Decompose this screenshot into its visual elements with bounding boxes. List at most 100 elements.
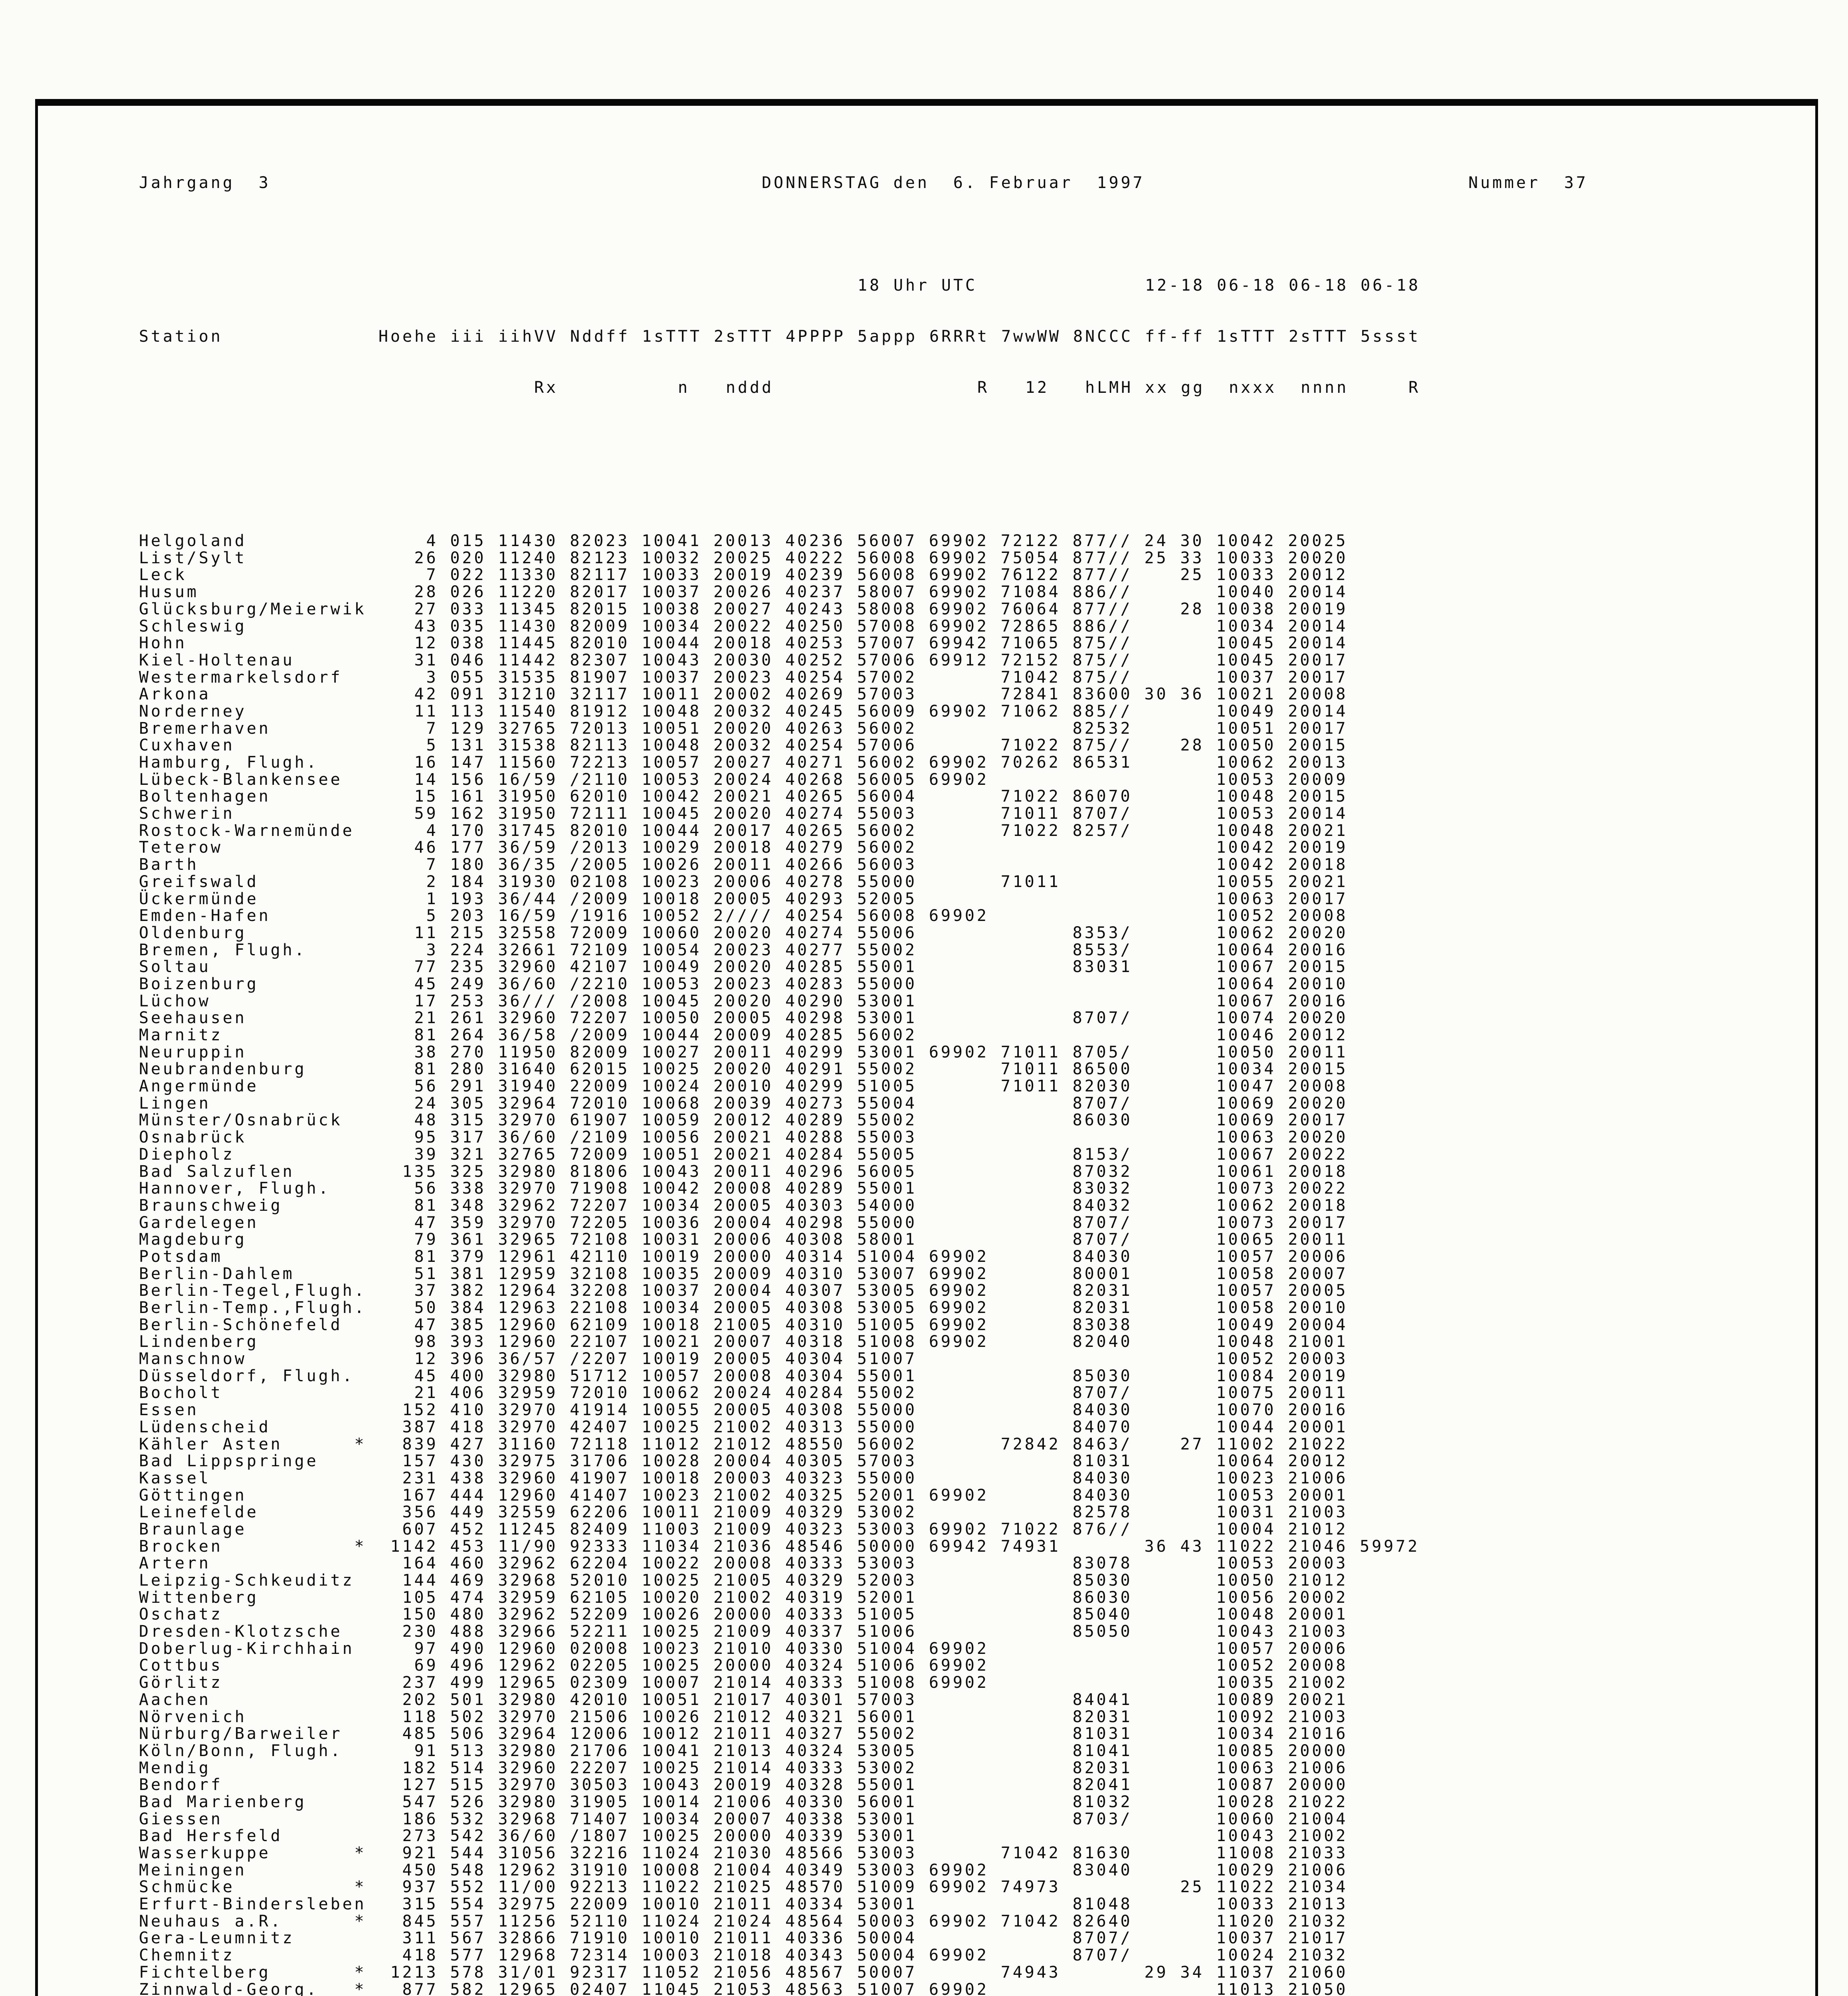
table-row: Neuhaus a.R. * 845 557 11256 52110 11024… [139, 1912, 1420, 1931]
table-row: Lüdenscheid 387 418 32970 42407 10025 21… [139, 1418, 1420, 1436]
period-line: 18 Uhr UTC 12-18 06-18 06-18 06-18 [139, 277, 1420, 294]
column-header: 2sTTT [714, 327, 774, 346]
column-subheader: hLMH [1085, 378, 1133, 397]
column-subheader: R [1408, 378, 1420, 397]
column-subheader: R [977, 378, 989, 397]
table-row: Bad Lippspringe 157 430 32975 31706 1002… [139, 1452, 1420, 1471]
table-row: Angermünde 56 291 31940 22009 10024 2001… [139, 1077, 1420, 1096]
table-row: Berlin-Tegel,Flugh. 37 382 12964 32208 1… [139, 1281, 1420, 1300]
column-header: 7wwWW [1001, 327, 1061, 346]
column-header: 5appp [858, 327, 917, 346]
column-header: 4PPPP [786, 327, 846, 346]
table-row: Boizenburg 45 249 36/60 /2210 10053 2002… [139, 974, 1420, 993]
table-row: Bad Salzuflen 135 325 32980 81806 10043 … [139, 1162, 1420, 1181]
column-header: Station [139, 327, 223, 346]
column-header: 1sTTT [1217, 327, 1277, 346]
table-row: Erfurt-Bindersleben 315 554 32975 22009 … [139, 1895, 1420, 1914]
table-row: Magdeburg 79 361 32965 72108 10031 20006… [139, 1230, 1420, 1249]
column-subheader: gg [1181, 378, 1205, 397]
table-row: Husum 28 026 11220 82017 10037 20026 402… [139, 583, 1420, 602]
table-row: Köln/Bonn, Flugh. 91 513 32980 21706 100… [139, 1741, 1420, 1760]
table-row: Ückermünde 1 193 36/44 /2009 10018 20005… [139, 889, 1420, 908]
table-row: Düsseldorf, Flugh. 45 400 32980 51712 10… [139, 1366, 1420, 1385]
column-header-line: Station Hoehe iii iihVV Nddff 1sTTT 2sTTT 4PPPP… [139, 328, 1420, 345]
table-row: Neubrandenburg 81 280 31640 62015 10025 … [139, 1060, 1420, 1079]
column-header: 8NCCC [1073, 327, 1133, 346]
table-row: Boltenhagen 15 161 31950 62010 10042 200… [139, 787, 1420, 806]
table-row: Kiel-Holtenau 31 046 11442 82307 10043 2… [139, 651, 1420, 669]
table-row: Hannover, Flugh. 56 338 32970 71908 1004… [139, 1179, 1420, 1198]
table-row: Seehausen 21 261 32960 72207 10050 20005… [139, 1009, 1420, 1028]
table-row: Schleswig 43 035 11430 82009 10034 20022… [139, 617, 1420, 636]
table-row: Westermarkelsdorf 3 055 31535 81907 1003… [139, 668, 1420, 687]
column-header: 2sTTT [1289, 327, 1349, 346]
table-row: Berlin-Temp.,Flugh. 50 384 12963 22108 1… [139, 1299, 1420, 1317]
issue-number: Nummer 37 [1468, 174, 1588, 192]
column-subheader: nddd [726, 378, 774, 397]
table-row: Lüchow 17 253 36/// /2008 10045 20020 40… [139, 992, 1420, 1010]
page-frame [35, 99, 1818, 1996]
table-row: Bremerhaven 7 129 32765 72013 10051 2002… [139, 719, 1420, 738]
column-header: 5ssst [1361, 327, 1420, 346]
title-line: Jahrgang 3 DONNERSTAG den 6. Februar 199… [139, 174, 1586, 192]
table-row: Diepholz 39 321 32765 72009 10051 20021 … [139, 1145, 1420, 1164]
table-row: Glücksburg/Meierwik 27 033 11345 82015 1… [139, 600, 1420, 618]
table-row: Lindenberg 98 393 12960 22107 10021 2000… [139, 1333, 1420, 1351]
table-row: Nürburg/Barweiler 485 506 32964 12006 10… [139, 1725, 1420, 1743]
table-row: Bad Hersfeld 273 542 36/60 /1807 10025 2… [139, 1827, 1420, 1846]
period-label: 06-18 [1217, 276, 1277, 295]
period-label: 12-18 [1145, 276, 1205, 295]
column-subheader: nnnn [1301, 378, 1349, 397]
table-row: Bocholt 21 406 32959 72010 10062 20024 4… [139, 1384, 1420, 1402]
table-row: Zinnwald-Georg. * 877 582 12965 02407 11… [139, 1980, 1420, 1996]
table-row: Giessen 186 532 32968 71407 10034 20007 … [139, 1810, 1420, 1828]
table-row: Bad Marienberg 547 526 32980 31905 10014… [139, 1792, 1420, 1811]
table-row: Soltau 77 235 32960 42107 10049 20020 40… [139, 958, 1420, 976]
table-row: Brocken * 1142 453 11/90 92333 11034 210… [139, 1537, 1420, 1556]
table-row: Bendorf 127 515 32970 30503 10043 20019 … [139, 1776, 1420, 1794]
table-row: Nörvenich 118 502 32970 21506 10026 2101… [139, 1707, 1420, 1726]
table-row: Dresden-Klotzsche 230 488 32966 52211 10… [139, 1622, 1420, 1641]
table-row: Greifswald 2 184 31930 02108 10023 20006… [139, 872, 1420, 891]
table-row: Meiningen 450 548 12962 31910 10008 2100… [139, 1861, 1420, 1879]
table-row: Braunschweig 81 348 32962 72207 10034 20… [139, 1196, 1420, 1215]
table-row: Hohn 12 038 11445 82010 10044 20018 4025… [139, 634, 1420, 653]
table-row: Oschatz 150 480 32962 52209 10026 20000 … [139, 1605, 1420, 1624]
table-row: Schwerin 59 162 31950 72111 10045 20020 … [139, 804, 1420, 823]
table-row: Kähler Asten * 839 427 31160 72118 11012… [139, 1435, 1420, 1453]
table-row: Helgoland 4 015 11430 82023 10041 20013 … [139, 532, 1420, 550]
time-utc-label: 18 Uhr UTC [858, 276, 977, 295]
spacer-line [139, 226, 1420, 243]
spacer-line [139, 430, 1420, 448]
table-row: Münster/Osnabrück 48 315 32970 61907 100… [139, 1111, 1420, 1130]
table-row: Osnabrück 95 317 36/60 /2109 10056 20021… [139, 1128, 1420, 1147]
table-row: List/Sylt 26 020 11240 82123 10032 20025… [139, 549, 1420, 567]
table-row: Görlitz 237 499 12965 02309 10007 21014 … [139, 1673, 1420, 1692]
column-header: 6RRRt [929, 327, 989, 346]
table-row: Hamburg, Flugh. 16 147 11560 72213 10057… [139, 753, 1420, 772]
table-row: Berlin-Dahlem 51 381 12959 32108 10035 2… [139, 1264, 1420, 1283]
column-subheader: nxxx [1229, 378, 1277, 397]
column-header: ff-ff [1145, 327, 1205, 346]
table-row: Gardelegen 47 359 32970 72205 10036 2000… [139, 1213, 1420, 1232]
table-row: Leinefelde 356 449 32559 62206 10011 210… [139, 1503, 1420, 1522]
table-row: Lübeck-Blankensee 14 156 16/59 /2110 100… [139, 770, 1420, 789]
table-row: Wasserkuppe * 921 544 31056 32216 11024 … [139, 1844, 1420, 1862]
bulletin-sheet: Jahrgang 3 DONNERSTAG den 6. Februar 199… [139, 141, 1586, 1996]
table-row: Oldenburg 11 215 32558 72009 10060 20020… [139, 923, 1420, 942]
column-header: iihVV [498, 327, 558, 346]
column-header: 1sTTT [642, 327, 702, 346]
table-row: Barth 7 180 36/35 /2005 10026 20011 4026… [139, 855, 1420, 874]
column-header: Hoehe [378, 327, 438, 346]
table-row: Marnitz 81 264 36/58 /2009 10044 20009 4… [139, 1026, 1420, 1044]
column-subheader-line: Rx n nddd R 12 hLMH xx gg nxxx nnnn R [139, 379, 1420, 396]
column-header: iii [450, 327, 486, 346]
table-row: Mendig 182 514 32960 22207 10025 21014 4… [139, 1758, 1420, 1777]
table-row: Fichtelberg * 1213 578 31/01 92317 11052… [139, 1963, 1420, 1982]
table-row: Leipzig-Schkeuditz 144 469 32968 52010 1… [139, 1571, 1420, 1590]
table-row: Wittenberg 105 474 32959 62105 10020 210… [139, 1588, 1420, 1607]
station-table: Helgoland 4 015 11430 82023 10041 20013 … [139, 533, 1420, 1996]
table-row: Braunlage 607 452 11245 82409 11003 2100… [139, 1520, 1420, 1539]
